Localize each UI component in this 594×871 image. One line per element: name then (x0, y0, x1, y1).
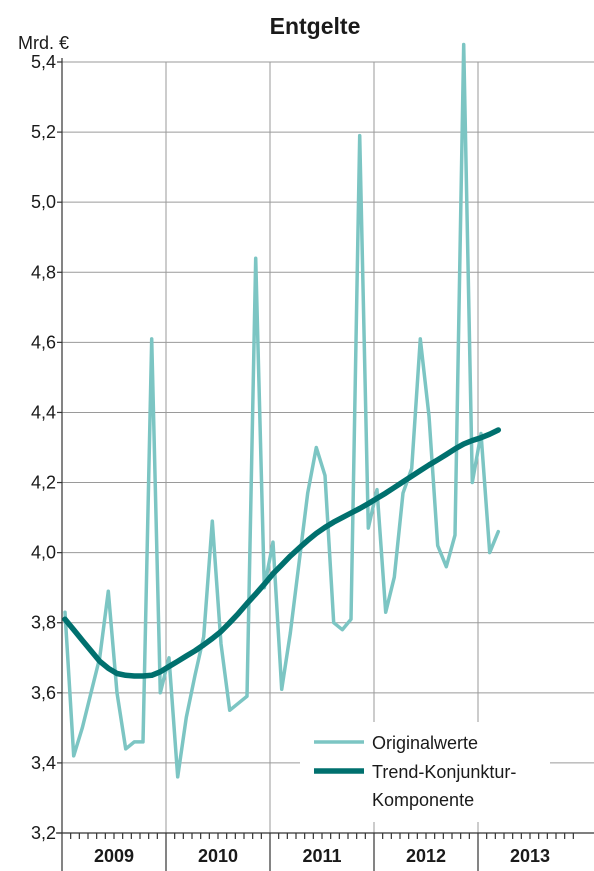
legend-label-trend-line1: Trend-Konjunktur- (372, 762, 516, 782)
legend: Originalwerte Trend-Konjunktur- Komponen… (300, 722, 550, 822)
y-axis-unit-label: Mrd. € (18, 33, 69, 53)
y-tick-label: 3,8 (31, 613, 56, 633)
y-tick-label: 4,6 (31, 332, 56, 352)
y-tick-label: 3,6 (31, 683, 56, 703)
y-tick-label: 4,4 (31, 402, 56, 422)
series-lines (62, 42, 502, 779)
x-tick-label: 2009 (94, 846, 134, 866)
y-tick-label: 5,4 (31, 52, 56, 72)
y-tick-label: 3,4 (31, 753, 56, 773)
series-line-original (63, 42, 501, 779)
y-tick-label: 4,8 (31, 262, 56, 282)
x-tick-label: 2011 (302, 846, 341, 866)
x-tick-label: 2013 (510, 846, 550, 866)
y-tick-label: 5,2 (31, 122, 56, 142)
legend-label-trend-line2: Komponente (372, 790, 474, 810)
axes (56, 58, 594, 871)
tick-labels: 3,2 3,4 3,6 3,8 4,0 4,2 4,4 4,6 4,8 5,0 5,2 5,4 2009… (31, 52, 550, 866)
y-tick-label: 4,2 (31, 473, 56, 493)
y-tick-label: 5,0 (31, 192, 56, 212)
x-tick-label: 2012 (406, 846, 446, 866)
y-tick-label: 4,0 (31, 543, 56, 563)
series-line-trend (62, 427, 502, 679)
chart-title: Entgelte (270, 13, 361, 39)
y-tick-label: 3,2 (31, 823, 56, 843)
x-tick-label: 2010 (198, 846, 238, 866)
legend-label-original: Originalwerte (372, 733, 478, 753)
